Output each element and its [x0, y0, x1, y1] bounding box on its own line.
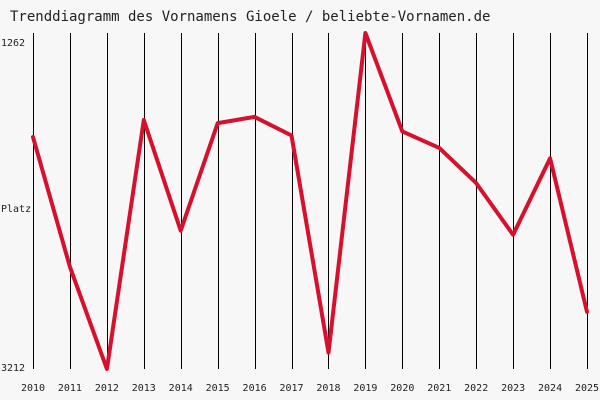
x-tick-label-2020: 2020 — [390, 383, 414, 394]
x-tick-label-2024: 2024 — [538, 383, 562, 394]
x-tick-label-2022: 2022 — [464, 383, 488, 394]
x-tick-label-2025: 2025 — [575, 383, 599, 394]
data-point-2012 — [105, 367, 109, 371]
x-tick-label-2019: 2019 — [353, 383, 377, 394]
y-axis-label: Platz — [1, 204, 31, 215]
data-point-2014 — [179, 229, 183, 233]
x-tick-label-2010: 2010 — [21, 383, 45, 394]
data-point-2021 — [437, 146, 441, 150]
data-point-2010 — [31, 135, 35, 139]
data-point-2025 — [585, 310, 589, 314]
data-point-2019 — [363, 31, 367, 35]
y-tick-label-bottom: 3212 — [1, 363, 25, 374]
data-point-2024 — [548, 156, 552, 160]
x-tick-label-2021: 2021 — [427, 383, 451, 394]
x-tick-label-2016: 2016 — [243, 383, 267, 394]
x-tick-label-2013: 2013 — [132, 383, 156, 394]
data-point-2023 — [511, 233, 515, 237]
data-point-2011 — [68, 265, 72, 269]
data-point-2015 — [216, 121, 220, 125]
data-point-2018 — [327, 351, 330, 355]
data-point-2013 — [142, 118, 146, 122]
x-tick-label-2012: 2012 — [95, 383, 119, 394]
series-line-0 — [31, 31, 589, 371]
x-tick-label-2018: 2018 — [316, 383, 340, 394]
chart-title: Trenddiagramm des Vornamens Gioele / bel… — [10, 9, 491, 25]
data-point-2017 — [290, 134, 293, 137]
x-tick-label-2011: 2011 — [58, 383, 82, 394]
x-tick-label-2015: 2015 — [206, 383, 230, 394]
data-point-2022 — [474, 181, 478, 185]
data-point-2020 — [400, 129, 404, 133]
x-tick-label-2023: 2023 — [501, 383, 525, 394]
data-point-2016 — [253, 115, 257, 119]
x-tick-label-2017: 2017 — [279, 383, 303, 394]
x-tick-label-2014: 2014 — [169, 383, 193, 394]
y-tick-label-top: 1262 — [1, 38, 25, 49]
